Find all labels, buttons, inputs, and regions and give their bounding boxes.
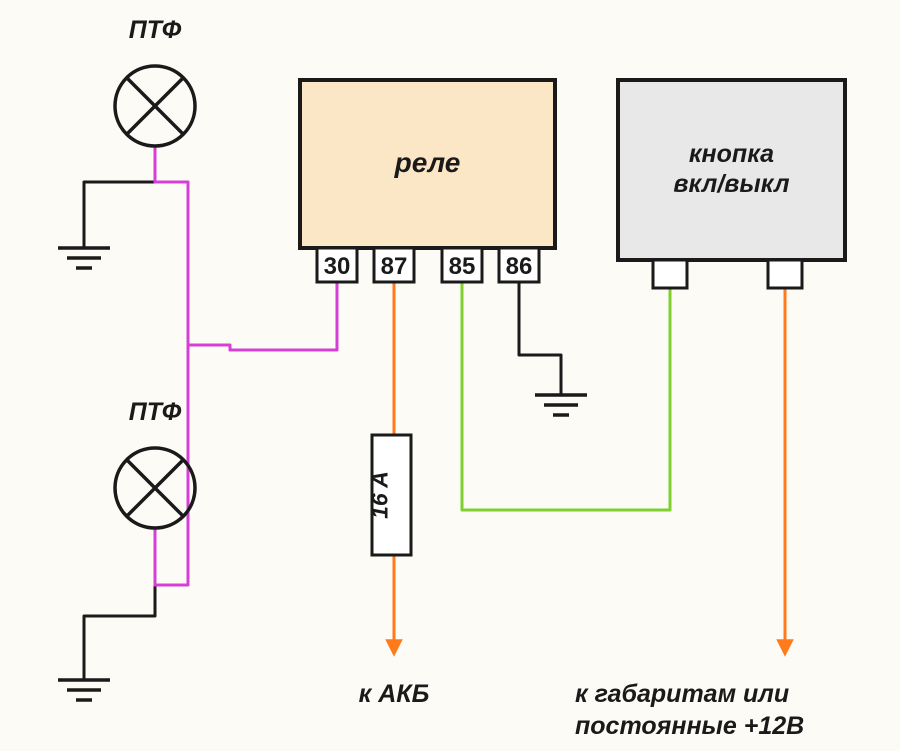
switch-terminal: [653, 260, 687, 288]
to-lights-label-1: к габаритам или: [575, 680, 789, 708]
relay-pin-label: 30: [324, 253, 351, 280]
relay-pin-label: 87: [381, 253, 408, 280]
to-lights-label-2: постоянные +12В: [575, 712, 804, 740]
relay-label: реле: [394, 147, 461, 178]
relay-pin-label: 86: [506, 253, 533, 280]
switch-label-1: кнопка: [689, 140, 774, 168]
switch-terminal: [768, 260, 802, 288]
ptf-label: ПТФ: [129, 398, 182, 426]
switch-label-2: вкл/выкл: [673, 170, 790, 198]
ptf-label: ПТФ: [129, 16, 182, 44]
fuse-label: 16 A: [367, 471, 393, 519]
to-battery-label: к АКБ: [359, 680, 430, 708]
wiring-diagram: ПТФ ПТФ реле 30 87 85 86 кнопкавкл/выкл 16 A к АК…: [0, 0, 900, 751]
relay-pin-label: 85: [449, 253, 476, 280]
